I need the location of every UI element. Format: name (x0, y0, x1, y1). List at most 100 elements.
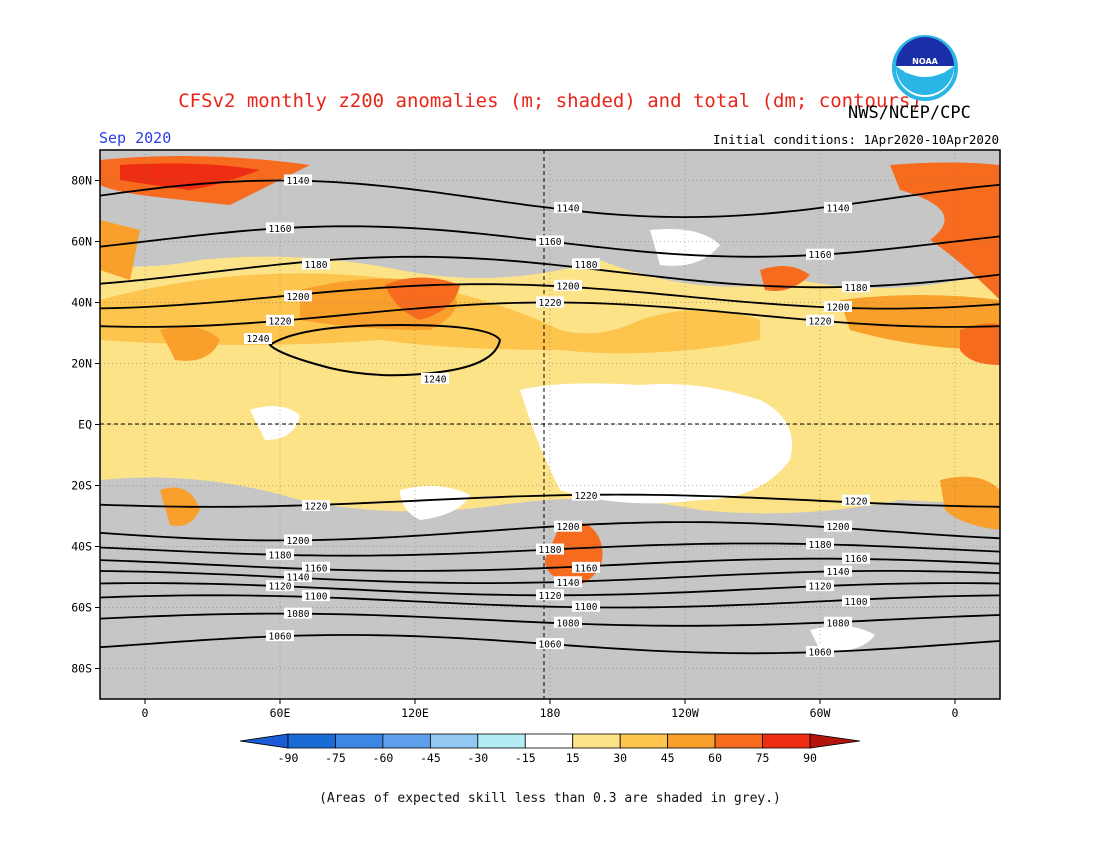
anomaly-neutral-australia (400, 486, 470, 520)
contour-label-bg (302, 561, 330, 573)
contour-label: 1100 (575, 602, 598, 613)
contour-label: 1220 (845, 496, 868, 507)
contour-label: 1180 (809, 540, 832, 551)
anomaly-60-africa-east (960, 323, 1000, 365)
contour-label-bg (266, 222, 294, 234)
contour-1240-closed (268, 323, 502, 377)
contour-label: 1160 (539, 237, 562, 248)
contour-label: 1160 (305, 563, 328, 574)
contour-label-bg (536, 543, 564, 555)
lat-tick-label: 20S (71, 479, 92, 493)
colorbar-segment (524, 733, 574, 749)
contour-label: 1240 (247, 334, 270, 345)
contour-label: 1220 (539, 298, 562, 309)
lat-tick-label: 60S (71, 601, 92, 615)
contour-label-bg (302, 258, 330, 270)
contour-label: 1160 (809, 250, 832, 261)
contour-label-bg (824, 520, 852, 532)
colorbar-segment (619, 733, 669, 749)
anomaly-neutral-africa (250, 406, 300, 440)
colorbar-label: -15 (515, 751, 536, 765)
contour-label: 1140 (287, 573, 310, 584)
contour-label-bg (842, 281, 870, 293)
contour-label-bg (536, 638, 564, 650)
colorbar-segment (477, 733, 526, 749)
contour-label-bg (284, 607, 312, 619)
lon-tick-label: 120W (671, 706, 699, 720)
contour-label-bg (302, 500, 330, 512)
contour-label-bg (806, 646, 834, 658)
anomaly-60-arctic-east (890, 162, 1000, 300)
anomaly-45-europe (100, 220, 140, 280)
contour-label: 1140 (557, 203, 580, 214)
colorbar-segment (667, 733, 716, 749)
contour-label-bg (554, 576, 582, 588)
anomaly-neutral-pole (650, 229, 720, 266)
contour-label: 1080 (827, 618, 850, 629)
contour-label: 1140 (557, 578, 580, 589)
contour-label: 1160 (845, 554, 868, 565)
contour-label: 1180 (845, 283, 868, 294)
contour-label-bg (806, 314, 834, 326)
contour-label-bg (824, 201, 852, 213)
contour-label: 1060 (539, 640, 562, 651)
contour-label-bg (842, 552, 870, 564)
colorbar-segment (287, 733, 336, 749)
noaa-logo-icon: NOAA (892, 35, 958, 101)
contour-label: 1120 (269, 582, 292, 593)
map-area: 1060 1060 1060 1080 1080 1080 1100 1100 1100 1120… (100, 150, 1000, 699)
lon-tick-label: 0 (142, 706, 149, 720)
colorbar-label: -30 (467, 751, 488, 765)
colorbar-label: 75 (756, 751, 770, 765)
colorbar-segment (335, 733, 384, 749)
colorbar-label: 15 (566, 751, 580, 765)
contour-label: 1060 (809, 648, 832, 659)
contour-label-bg (421, 373, 449, 384)
contour-label-bg (806, 538, 834, 550)
contour-label: 1120 (539, 591, 562, 602)
contour-label-bg (284, 571, 312, 582)
contour-label-bg (554, 201, 582, 213)
contour-label: 1080 (557, 618, 580, 629)
anomaly-60-namerica (760, 266, 810, 291)
colorbar-high-arrow (809, 733, 861, 749)
valid-month: Sep 2020 (99, 129, 172, 147)
contour-label-bg (572, 258, 600, 270)
contour-label: 1220 (305, 502, 328, 513)
colorbar: -90 -75 -60 -45 -30 -15 15 30 45 60 75 90 (239, 733, 861, 765)
contour-label-bg (806, 248, 834, 260)
initial-conditions: Initial conditions: 1Apr2020-10Apr2020 (713, 132, 999, 147)
contour-label-bg (266, 548, 294, 560)
contour-label-bg (842, 595, 870, 607)
contour-label: 1160 (575, 563, 598, 574)
colorbar-label: 90 (803, 751, 817, 765)
contour-label: 1200 (287, 536, 310, 547)
contour-label: 1200 (827, 522, 850, 533)
contour-label: 1180 (575, 260, 598, 271)
contour-label: 1140 (827, 203, 850, 214)
contour-label-bg (302, 590, 330, 602)
latitude-axis: 80N 60N 40N 20N EQ 20S 40S 60S 80S (71, 174, 100, 676)
colorbar-segment (429, 733, 479, 749)
colorbar-label: -60 (373, 751, 394, 765)
contour-label-bg (824, 300, 852, 312)
colorbar-label: 60 (708, 751, 722, 765)
contour-label-bg (266, 314, 294, 326)
colorbar-segment (714, 733, 763, 749)
colorbar-low-arrow (239, 733, 289, 749)
lat-tick-label: EQ (78, 418, 92, 432)
lon-tick-label: 0 (952, 706, 959, 720)
contour-label: 1100 (305, 592, 328, 603)
contour-label: 1140 (827, 567, 850, 578)
lon-tick-label: 60E (270, 706, 291, 720)
lat-tick-label: 80N (71, 174, 92, 188)
lat-tick-label: 20N (71, 357, 92, 371)
contour-label: 1060 (269, 632, 292, 643)
contour-label-bg (266, 630, 294, 642)
contour-label-bg (536, 296, 564, 308)
colorbar-label: -45 (420, 751, 441, 765)
contour-label: 1140 (287, 176, 310, 187)
contour-label: 1220 (269, 316, 292, 327)
contour-label: 1200 (557, 522, 580, 533)
